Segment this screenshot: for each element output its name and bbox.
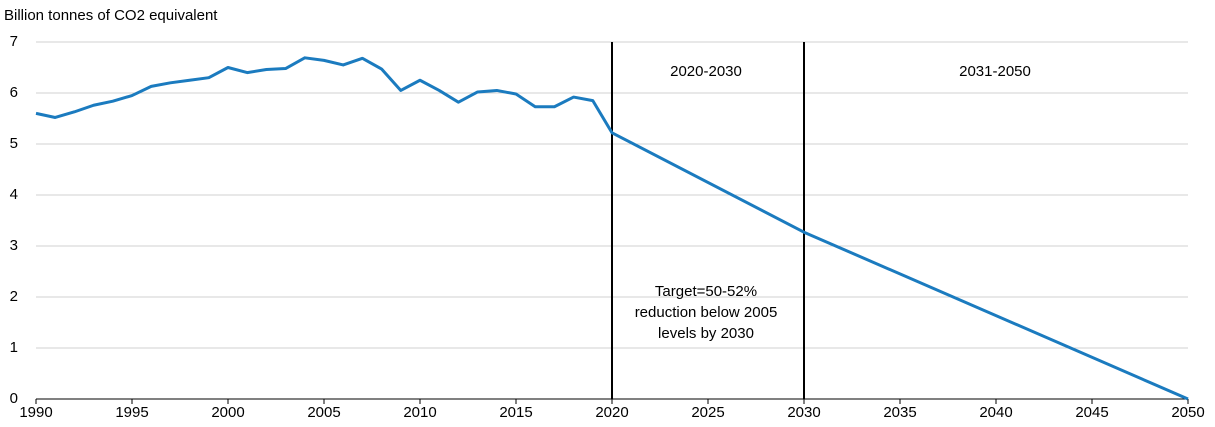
y-tick-label: 3 xyxy=(10,237,18,254)
x-tick-label: 2030 xyxy=(787,404,820,421)
x-tick-label: 2000 xyxy=(211,404,244,421)
x-tick-label: 2010 xyxy=(403,404,436,421)
y-tick-label: 4 xyxy=(10,186,18,203)
period-label: 2031-2050 xyxy=(959,63,1031,80)
x-tick-label: 2050 xyxy=(1171,404,1204,421)
line-series xyxy=(35,56,1189,401)
y-tick-label: 0 xyxy=(10,390,18,407)
target-note: reduction below 2005 xyxy=(635,304,778,321)
x-tick-label: 2015 xyxy=(499,404,532,421)
y-tick-label: 1 xyxy=(10,339,18,356)
x-tick-label: 2040 xyxy=(979,404,1012,421)
y-axis-title: Billion tonnes of CO2 equivalent xyxy=(4,7,218,24)
x-tick-label: 1995 xyxy=(115,404,148,421)
period-label: 2020-2030 xyxy=(670,63,742,80)
y-tick-label: 7 xyxy=(10,33,18,50)
x-tick-label: 2045 xyxy=(1075,404,1108,421)
x-tick-label: 1990 xyxy=(19,404,52,421)
x-tick-label: 2035 xyxy=(883,404,916,421)
y-tick-label: 5 xyxy=(10,135,18,152)
x-tick-label: 2020 xyxy=(595,404,628,421)
y-tick-label: 6 xyxy=(10,84,18,101)
y-tick-label: 2 xyxy=(10,288,18,305)
target-note: levels by 2030 xyxy=(658,325,754,342)
target-note: Target=50-52% xyxy=(655,283,757,300)
x-tick-label: 2005 xyxy=(307,404,340,421)
x-tick-label: 2025 xyxy=(691,404,724,421)
